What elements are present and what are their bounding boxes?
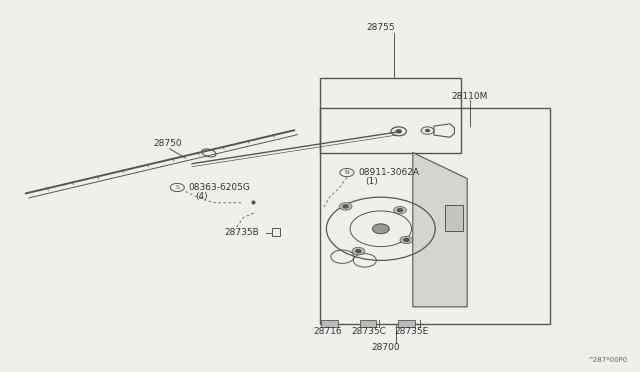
Bar: [398, 320, 415, 327]
Circle shape: [352, 247, 365, 255]
Text: 28735C: 28735C: [352, 327, 387, 336]
Text: 28735E: 28735E: [394, 327, 429, 336]
Bar: [321, 320, 338, 327]
Text: 28755: 28755: [367, 23, 395, 32]
Bar: [445, 205, 463, 231]
Circle shape: [339, 203, 352, 210]
Circle shape: [372, 224, 389, 234]
Text: 28716: 28716: [314, 327, 342, 336]
Circle shape: [394, 206, 406, 214]
Text: N: N: [344, 170, 349, 175]
Polygon shape: [413, 153, 467, 307]
Circle shape: [396, 130, 401, 133]
Text: (4): (4): [195, 192, 208, 201]
Circle shape: [343, 205, 348, 208]
Bar: [360, 320, 376, 327]
Circle shape: [404, 238, 409, 241]
Circle shape: [356, 250, 361, 253]
Text: ^287*00P0: ^287*00P0: [587, 357, 627, 363]
Circle shape: [400, 236, 413, 244]
Circle shape: [426, 129, 429, 132]
Bar: [320, 108, 550, 324]
Text: 28735B: 28735B: [224, 228, 259, 237]
Text: 28110M: 28110M: [451, 92, 488, 101]
Circle shape: [397, 209, 403, 212]
Text: (1): (1): [365, 177, 378, 186]
Text: 28750: 28750: [154, 139, 182, 148]
Bar: [272, 228, 280, 236]
Text: 28700: 28700: [371, 343, 399, 352]
Text: S: S: [175, 185, 179, 190]
Text: 08363-6205G: 08363-6205G: [189, 183, 251, 192]
Bar: [320, 78, 461, 153]
Text: 08911-3062A: 08911-3062A: [358, 169, 419, 177]
